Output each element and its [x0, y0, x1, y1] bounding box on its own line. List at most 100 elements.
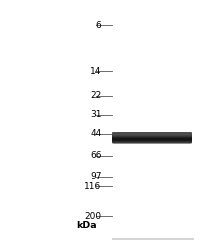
Bar	[112, 238, 194, 239]
Bar	[112, 239, 194, 240]
Bar	[112, 239, 194, 240]
Bar	[112, 239, 194, 240]
Bar	[112, 239, 194, 240]
Bar	[112, 239, 194, 240]
Bar	[112, 239, 194, 240]
Text: 44: 44	[90, 129, 102, 138]
Bar	[112, 239, 194, 240]
Bar	[112, 239, 194, 240]
Bar	[112, 239, 194, 240]
Bar	[112, 239, 194, 240]
Bar	[112, 239, 194, 240]
Bar	[112, 239, 194, 240]
Bar	[112, 239, 194, 240]
Bar	[112, 239, 194, 240]
Bar	[112, 239, 194, 240]
Bar	[112, 239, 194, 240]
Bar	[112, 239, 194, 240]
Bar	[112, 239, 194, 240]
Bar	[112, 239, 194, 240]
Bar	[112, 239, 194, 240]
Bar	[112, 239, 194, 240]
Bar	[112, 239, 194, 240]
Bar	[112, 239, 194, 240]
Bar	[112, 239, 194, 240]
Bar	[112, 239, 194, 240]
Bar	[112, 239, 194, 240]
Bar	[112, 239, 194, 240]
Bar	[112, 239, 194, 240]
Bar	[112, 239, 194, 240]
Bar	[112, 239, 194, 240]
Bar	[112, 239, 194, 240]
Bar	[112, 239, 194, 240]
Bar	[112, 239, 194, 240]
Bar	[112, 239, 194, 240]
Bar	[112, 239, 194, 240]
Bar	[112, 239, 194, 240]
Bar	[112, 239, 194, 240]
Bar	[112, 239, 194, 240]
Bar	[112, 239, 194, 240]
Bar	[112, 239, 194, 240]
Bar	[112, 239, 194, 240]
Bar	[112, 239, 194, 240]
Bar	[112, 239, 194, 240]
Bar	[112, 239, 194, 240]
Bar	[112, 239, 194, 240]
Bar	[112, 239, 194, 240]
Bar	[112, 239, 194, 240]
Bar	[112, 239, 194, 240]
Bar	[112, 239, 194, 240]
Bar	[112, 239, 194, 240]
Bar	[112, 239, 194, 240]
Bar	[112, 239, 194, 240]
Bar	[112, 239, 194, 240]
Text: 66: 66	[90, 151, 102, 160]
Text: 116: 116	[84, 182, 102, 191]
Bar	[112, 239, 194, 240]
Bar	[112, 239, 194, 240]
Bar	[112, 239, 194, 240]
Bar	[112, 239, 194, 240]
Bar	[112, 239, 194, 240]
Bar	[112, 239, 194, 240]
Bar	[112, 239, 194, 240]
Bar	[112, 239, 194, 240]
Bar	[112, 239, 194, 240]
Text: 14: 14	[90, 67, 102, 76]
Bar	[112, 239, 194, 240]
Bar	[112, 239, 194, 240]
Bar	[112, 239, 194, 240]
Bar	[112, 238, 194, 239]
Bar	[112, 239, 194, 240]
Bar	[112, 238, 194, 239]
Bar	[112, 239, 194, 240]
Bar	[112, 239, 194, 240]
Bar	[112, 239, 194, 240]
Bar	[112, 239, 194, 240]
Bar	[112, 239, 194, 240]
Bar	[112, 239, 194, 240]
Bar	[112, 239, 194, 240]
Bar	[112, 239, 194, 240]
Bar	[112, 239, 194, 240]
Bar	[112, 239, 194, 240]
Bar	[112, 239, 194, 240]
Bar	[112, 239, 194, 240]
Bar	[112, 239, 194, 240]
Bar	[112, 239, 194, 240]
Bar	[112, 238, 194, 239]
Bar	[112, 239, 194, 240]
Bar	[112, 239, 194, 240]
Bar	[112, 239, 194, 240]
Bar	[112, 239, 194, 240]
Bar	[112, 239, 194, 240]
Bar	[112, 239, 194, 240]
Bar	[112, 239, 194, 240]
Bar	[112, 239, 194, 240]
Bar	[112, 239, 194, 240]
Bar	[112, 239, 194, 240]
Bar	[112, 239, 194, 240]
Bar	[112, 239, 194, 240]
